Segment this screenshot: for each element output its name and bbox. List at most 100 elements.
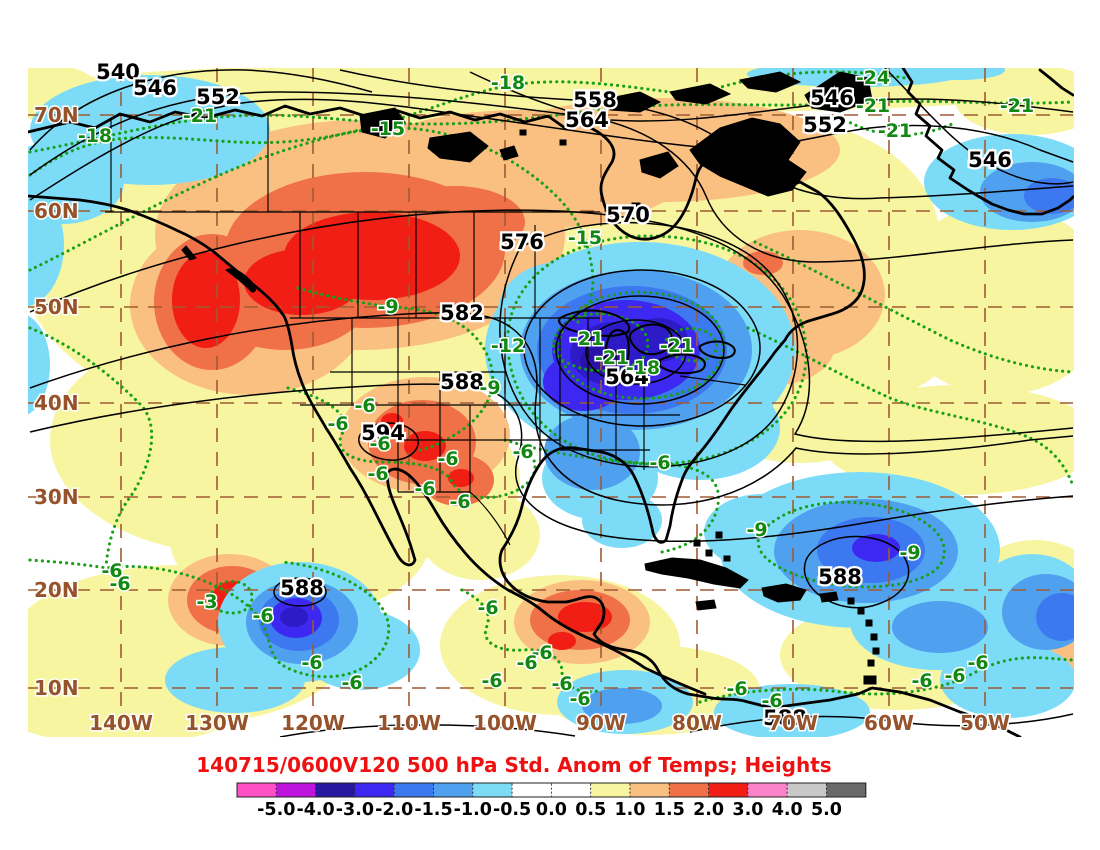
colorbar-tick-label: 2.0 — [693, 800, 724, 820]
colorbar-tick-label: -1.5 — [414, 800, 452, 820]
green-anomaly-contour — [503, 438, 721, 554]
anomaly-contour-label: -21 — [595, 347, 629, 369]
political-border — [679, 375, 746, 386]
great-lake — [558, 309, 631, 337]
longitude-label: 90W — [576, 711, 626, 735]
colorbar-segment — [472, 782, 513, 798]
green-anomaly-contour — [843, 118, 954, 137]
height-contour-label: 588 — [818, 565, 862, 589]
anomaly-contour-label: -6 — [761, 690, 782, 712]
longitude-label: 110W — [377, 711, 441, 735]
colorbar: -5.0 -4.0 -3.0 -2.0 -1.5 -1.0 -0.5 0.0 0.5 1.0 1.5… — [236, 782, 867, 820]
green-anomaly-contour — [756, 500, 946, 589]
latitude-label: 70N — [34, 103, 79, 127]
height-contours — [29, 68, 1074, 737]
height-contour-label: 540 — [96, 60, 140, 84]
island — [559, 139, 567, 146]
height-contour-label: 552 — [803, 113, 847, 137]
anomaly-contour-label: -9 — [746, 519, 767, 541]
island — [693, 539, 701, 547]
height-contour-label: 552 — [196, 85, 240, 109]
colorbar-segment — [786, 782, 827, 798]
anomaly-contour-label: -15 — [568, 227, 602, 249]
height-contour-label: 546 — [133, 76, 177, 100]
anomaly-contour-label: -6 — [252, 605, 273, 627]
anomaly-contour-label: -6 — [369, 433, 390, 455]
anomaly-fill-blob — [890, 205, 1074, 395]
height-contour-label: 594 — [361, 421, 405, 445]
island — [847, 597, 855, 605]
anomaly-contour-label: -6 — [911, 670, 932, 692]
great-lake — [698, 340, 736, 360]
island — [499, 145, 519, 161]
colorbar-segment — [668, 782, 709, 798]
anomaly-contour-label: -21 — [570, 328, 604, 350]
colorbar-tick-label: 1.5 — [654, 800, 685, 820]
height-contour-ring — [555, 295, 725, 405]
anomaly-contour-label: -21 — [856, 95, 890, 117]
anomaly-contour-label: -18 — [78, 125, 112, 147]
island — [359, 107, 406, 139]
anomaly-contour-label: -6 — [477, 597, 498, 619]
longitude-label: 80W — [672, 711, 722, 735]
island — [598, 91, 662, 113]
island — [761, 583, 807, 603]
anomaly-contour-label: -6 — [967, 652, 988, 674]
height-contour-ring — [273, 577, 327, 607]
colorbar-frame — [236, 782, 867, 798]
height-contour — [358, 422, 419, 461]
anomaly-fill-blob — [852, 534, 900, 562]
political-border — [469, 491, 511, 546]
longitude-label: 60W — [864, 711, 914, 735]
anomaly-contour-label: -6 — [551, 673, 572, 695]
longitude-label: 130W — [185, 711, 249, 735]
coastlines-and-borders — [28, 68, 1074, 737]
island — [715, 531, 723, 539]
height-contour-label: 588 — [763, 706, 807, 730]
anomaly-contour-label: -21 — [878, 120, 912, 142]
anomaly-fill-blob — [448, 469, 474, 487]
anomaly-fill-blob — [244, 249, 360, 315]
anomaly-fill-blob — [172, 252, 240, 348]
colorbar-tick-label: -3.0 — [336, 800, 374, 820]
coastline — [28, 104, 1022, 737]
anomaly-contour-label: -9 — [479, 377, 500, 399]
anomaly-contour-label: -6 — [726, 678, 747, 700]
longitude-label: 120W — [281, 711, 345, 735]
green-anomaly-contour — [698, 656, 1074, 704]
longitude-label: 50W — [960, 711, 1010, 735]
latitude-label: 40N — [34, 391, 79, 415]
height-contour-label: 588 — [440, 370, 484, 394]
anomaly-contour-label: -6 — [944, 665, 965, 687]
anomaly-fill-blob — [714, 684, 870, 737]
colorbar-tick-label: -2.0 — [375, 800, 413, 820]
height-contour-ring — [523, 269, 761, 427]
anomaly-contour-label: -6 — [481, 670, 502, 692]
anomaly-contour-label: -18 — [491, 72, 525, 94]
island — [225, 268, 257, 293]
anomaly-contour-label: -15 — [371, 118, 405, 140]
green-anomaly-contour — [28, 558, 391, 679]
colorbar-segment — [590, 782, 631, 798]
island — [804, 71, 873, 113]
height-contour-label: 588 — [280, 576, 324, 600]
island — [519, 129, 527, 136]
anomaly-contour-label: -6 — [301, 652, 322, 674]
height-contour-label: 570 — [606, 203, 650, 227]
island — [695, 599, 717, 611]
height-contour — [689, 713, 1074, 733]
coastline — [1038, 68, 1074, 97]
anomaly-contour-label: -21 — [1000, 95, 1034, 117]
anomaly-contour-label: -6 — [414, 478, 435, 500]
colorbar-segment — [433, 782, 474, 798]
latitude-label: 30N — [34, 485, 79, 509]
latitude-label: 10N — [34, 676, 79, 700]
green-anomaly-contour — [460, 588, 604, 694]
island — [181, 245, 197, 261]
island — [819, 591, 839, 603]
latitude-labels: 70N 60N 50N 40N 30N 20N 10N — [33, 102, 81, 702]
anomaly-fill-blob — [1036, 593, 1074, 641]
anomaly-contour-labels: -18-21-15-18 -24-21-21-21-15-9-12 -21-21-1… — [76, 66, 1035, 714]
height-contour-label: 558 — [573, 88, 617, 112]
anomaly-shading — [28, 68, 1074, 737]
